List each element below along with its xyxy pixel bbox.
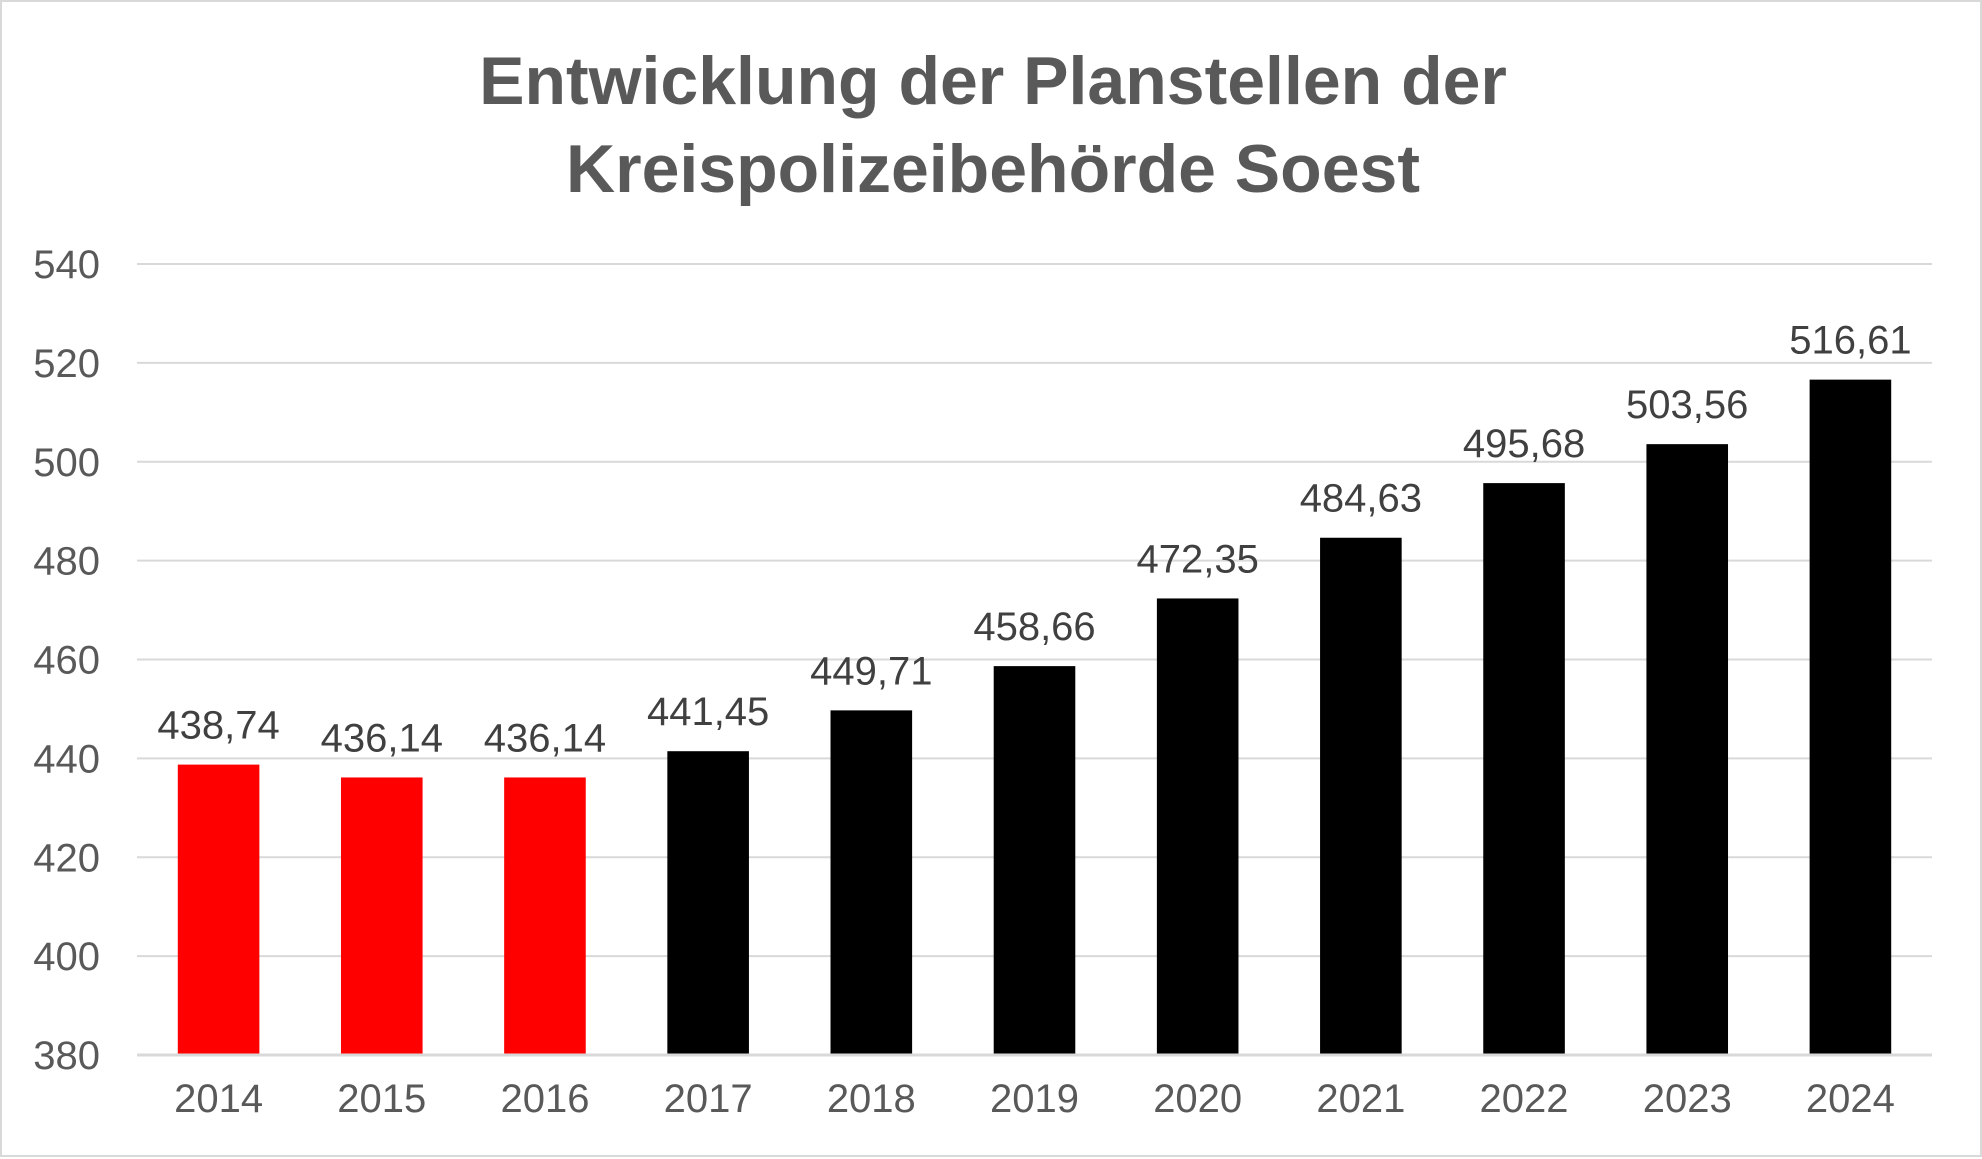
chart-title-line-2: Kreispolizeibehörde Soest (566, 131, 1420, 207)
data-label: 503,56 (1626, 383, 1748, 427)
x-tick-label: 2021 (1316, 1077, 1405, 1121)
data-label: 436,14 (484, 716, 606, 760)
data-label: 436,14 (321, 716, 443, 760)
y-axis-tick-labels: 380 400 420 440 460 480 500 520 540 (33, 243, 100, 1078)
bar (1809, 379, 1892, 1056)
bar (177, 764, 260, 1055)
bars (177, 379, 1892, 1056)
data-label: 472,35 (1137, 537, 1259, 581)
bar (340, 777, 423, 1055)
y-tick-label: 520 (33, 342, 100, 386)
bar (504, 777, 586, 1055)
data-label: 516,61 (1789, 319, 1911, 363)
x-tick-label: 2023 (1643, 1077, 1732, 1121)
data-label: 495,68 (1463, 422, 1585, 466)
y-tick-label: 500 (33, 441, 100, 485)
chart-title: Entwicklung der Planstellen der Kreispol… (479, 43, 1507, 207)
bar (1156, 598, 1239, 1055)
y-tick-label: 480 (33, 540, 100, 584)
x-tick-label: 2022 (1480, 1077, 1569, 1121)
x-tick-label: 2024 (1806, 1077, 1895, 1121)
x-tick-label: 2020 (1153, 1077, 1242, 1121)
data-label: 438,74 (157, 704, 279, 748)
x-tick-label: 2016 (500, 1077, 589, 1121)
y-tick-label: 420 (33, 836, 100, 880)
data-label: 449,71 (810, 649, 932, 693)
x-tick-label: 2019 (990, 1077, 1079, 1121)
data-label: 458,66 (973, 605, 1095, 649)
y-tick-label: 440 (33, 737, 100, 781)
bar (993, 666, 1076, 1055)
chart-title-line-1: Entwicklung der Planstellen der (479, 43, 1507, 119)
bar (830, 710, 913, 1055)
bar (1646, 444, 1729, 1055)
y-tick-label: 400 (33, 935, 100, 979)
x-tick-label: 2014 (174, 1077, 263, 1121)
y-tick-label: 380 (33, 1034, 100, 1078)
x-axis-tick-labels: 2014 2015 2016 2017 2018 2019 2020 2021 2022 2023… (174, 1077, 1895, 1121)
x-tick-label: 2015 (337, 1077, 426, 1121)
bar (1483, 483, 1565, 1055)
y-tick-label: 460 (33, 639, 100, 683)
data-label: 441,45 (647, 690, 769, 734)
data-labels: 438,74 436,14 436,14 441,45 449,71 458,66 472,… (157, 319, 1911, 761)
bar (667, 751, 749, 1055)
data-label: 484,63 (1300, 477, 1422, 521)
y-tick-label: 540 (33, 243, 100, 287)
x-tick-label: 2017 (664, 1077, 753, 1121)
x-tick-label: 2018 (827, 1077, 916, 1121)
bar (1320, 537, 1402, 1055)
